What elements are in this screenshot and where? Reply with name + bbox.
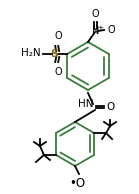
Text: •O: •O (69, 177, 85, 190)
Text: O: O (106, 102, 114, 112)
Text: H₂N: H₂N (21, 48, 40, 58)
Text: O: O (107, 25, 115, 35)
Text: S: S (50, 49, 58, 59)
Text: +: + (97, 25, 103, 31)
Text: O: O (54, 31, 62, 41)
Text: O: O (54, 67, 62, 77)
Text: ⁻: ⁻ (111, 23, 115, 31)
Text: N: N (92, 26, 100, 36)
Text: HN: HN (78, 99, 94, 109)
Text: O: O (92, 9, 99, 19)
